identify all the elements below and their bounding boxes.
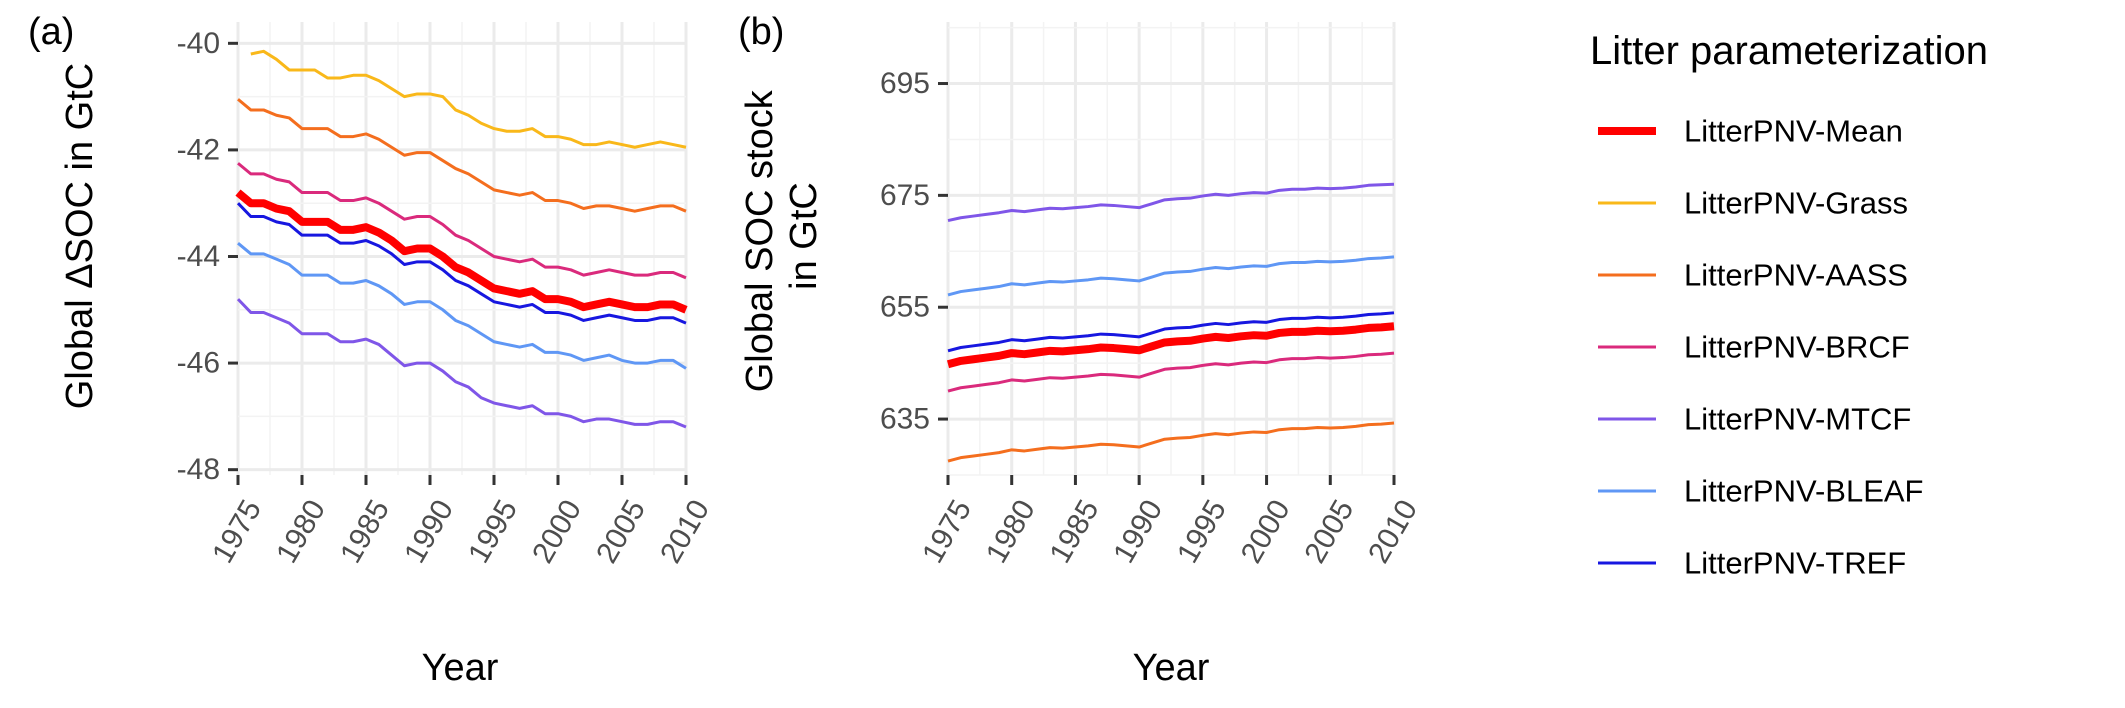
series-line-litterpnv-brcf [237,162,687,280]
series-lines [235,49,688,429]
panel-b-y-axis-title-line-2: in GtC [783,182,825,290]
panel-b-y-axis-title-line-1: Global SOC stock [739,89,781,392]
x-tick-label: 1975 [206,494,268,568]
y-tick-label: -44 [177,240,220,273]
legend-label: LitterPNV-AASS [1684,258,1908,293]
x-tick-label: 1990 [398,494,460,568]
y-tick-label: -48 [177,453,220,486]
series-line-litterpnv-tref [236,202,687,325]
x-tick-label: 2005 [590,494,652,568]
gridlines [946,22,1396,476]
series-line-litterpnv-tref [947,311,1395,353]
y-tick-label: 695 [880,67,930,100]
y-axis: 635 655 675 695 [880,67,948,436]
legend-item-litterpnv-brcf: LitterPNV-BRCF [1598,330,1910,365]
y-tick-label: -40 [177,27,220,60]
series-line-litterpnv-aass [947,421,1395,463]
series-line-litterpnv-grass [250,49,687,149]
legend-item-litterpnv-aass: LitterPNV-AASS [1598,258,1908,293]
panel-b: (b) 635 655 675 695 1975 1980 1985 1990 1995 2000… [738,11,1424,689]
y-tick-label: -42 [177,133,220,166]
series-lines [946,182,1395,463]
legend-label: LitterPNV-BLEAF [1684,474,1923,509]
x-tick-label: 2005 [1298,494,1360,568]
legend-item-litterpnv-mtcf: LitterPNV-MTCF [1598,402,1911,437]
series-line-litterpnv-aass [237,98,687,213]
legend-label: LitterPNV-MTCF [1684,402,1911,437]
x-tick-label: 1990 [1107,494,1169,568]
legend-item-litterpnv-bleaf: LitterPNV-BLEAF [1598,474,1923,509]
x-tick-label: 1980 [980,494,1042,568]
panel-b-y-axis-title: Global SOC stock in GtC [739,80,825,393]
panel-b-x-axis-title: Year [1133,647,1210,689]
panel-a-letter: (a) [28,11,74,53]
series-line-litterpnv-bleaf [237,242,687,370]
legend-label: LitterPNV-BRCF [1684,330,1910,365]
legend: Litter parameterization LitterPNV-MeanLi… [1590,29,1988,581]
x-tick-label: 2010 [654,494,716,568]
x-axis: 1975 1980 1985 1990 1995 2000 2005 2010 [916,475,1424,569]
series-line-litterpnv-mtcf [947,182,1395,223]
series-line-litterpnv-mean [946,322,1395,369]
y-tick-label: 675 [880,179,930,212]
legend-item-litterpnv-tref: LitterPNV-TREF [1598,546,1906,581]
x-tick-label: 1985 [334,494,396,568]
panel-a-x-axis-title: Year [422,647,499,689]
panel-a-y-axis-title: Global ΔSOC in GtC [59,63,101,409]
x-tick-label: 1980 [270,494,332,568]
y-tick-label: 655 [880,291,930,324]
series-line-litterpnv-mtcf [236,298,687,429]
series-line-litterpnv-mean [235,189,688,314]
x-tick-label: 1995 [1171,494,1233,568]
series-line-litterpnv-bleaf [947,255,1395,297]
series-line-litterpnv-brcf [947,351,1395,393]
y-tick-label: -46 [177,347,220,380]
legend-label: LitterPNV-Mean [1684,114,1903,149]
legend-item-litterpnv-grass: LitterPNV-Grass [1598,186,1908,221]
legend-label: LitterPNV-Grass [1684,186,1908,221]
x-tick-label: 2000 [1235,494,1297,568]
x-tick-label: 1975 [916,494,978,568]
gridlines [236,22,688,475]
y-axis: -48 -46 -44 -42 -40 [177,27,238,486]
legend-item-litterpnv-mean: LitterPNV-Mean [1598,114,1903,149]
x-tick-label: 1985 [1044,494,1106,568]
legend-label: LitterPNV-TREF [1684,546,1906,581]
legend-title: Litter parameterization [1590,29,1988,73]
legend-items: LitterPNV-Mean LitterPNV-Grass LitterPNV-A… [1598,114,1923,581]
x-tick-label: 2000 [526,494,588,568]
panel-b-plot-area: 635 655 675 695 1975 1980 1985 1990 1995 2000 2005… [880,22,1424,569]
x-tick-label: 2010 [1362,494,1424,568]
y-tick-label: 635 [880,403,930,436]
panel-b-letter: (b) [738,11,784,53]
x-tick-label: 1995 [462,494,524,568]
x-axis: 1975 1980 1985 1990 1995 2000 2005 2010 [206,475,716,569]
